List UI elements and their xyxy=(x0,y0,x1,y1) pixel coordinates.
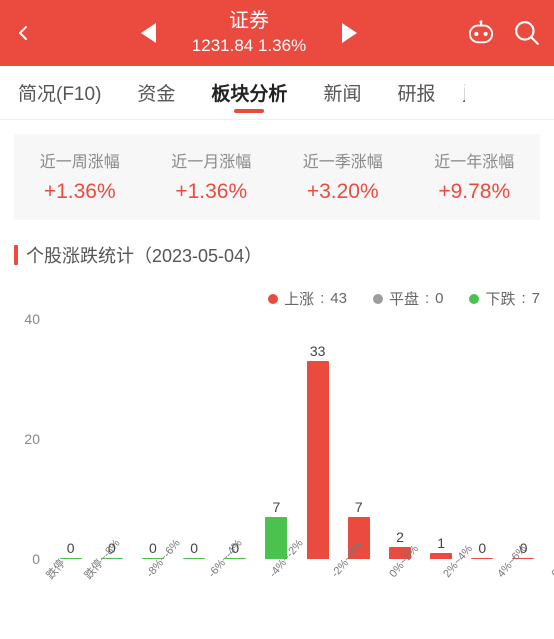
period-label: 近一月涨幅 xyxy=(146,148,278,172)
tab-bar: 简况(F10)资金板块分析新闻研报j xyxy=(0,66,554,120)
x-axis-labels: 跌停跌停~-8%-8%~-6%-6%~-4%-4%~-2%-2%~0%0%~2%… xyxy=(50,563,544,579)
bar xyxy=(60,558,82,559)
bar-value: 2 xyxy=(396,529,404,545)
assistant-icon[interactable] xyxy=(466,20,496,46)
distribution-chart: 02040 0000073372100 跌停跌停~-8%-8%~-6%-6%~-… xyxy=(14,319,544,637)
header-index: 1231.84 xyxy=(192,36,253,55)
section-title: 个股涨跌统计（2023-05-04） xyxy=(26,242,262,268)
header-subtitle: 1231.84 1.36% xyxy=(192,35,306,58)
legend-flat: 平盘: 0 xyxy=(373,288,444,309)
legend-down: 下跌: 7 xyxy=(469,288,540,309)
y-tick: 0 xyxy=(32,551,40,567)
period-item: 近一月涨幅 +1.36% xyxy=(146,148,278,204)
search-icon[interactable] xyxy=(514,20,540,46)
period-value: +3.20% xyxy=(277,180,409,204)
bar-value: 0 xyxy=(478,540,486,556)
period-value: +1.36% xyxy=(14,180,146,204)
period-item: 近一周涨幅 +1.36% xyxy=(14,148,146,204)
bar-value: 33 xyxy=(310,343,326,359)
legend-down-count: 7 xyxy=(532,290,540,307)
header-title: 证券 xyxy=(192,8,306,35)
tab-新闻[interactable]: 新闻 xyxy=(305,66,379,119)
legend-flat-dot-icon xyxy=(373,294,383,304)
legend-up: 上涨: 43 xyxy=(268,288,347,309)
legend-up-label: 上涨 xyxy=(284,288,314,309)
tab-板块分析[interactable]: 板块分析 xyxy=(193,66,305,119)
y-tick: 20 xyxy=(24,431,40,447)
legend-down-label: 下跌 xyxy=(485,288,515,309)
header-title-box: 证券 1231.84 1.36% xyxy=(192,8,306,58)
bar-value: 7 xyxy=(273,499,281,515)
bar-value: 1 xyxy=(437,535,445,551)
header: 证券 1231.84 1.36% xyxy=(0,0,554,66)
tab-overflow[interactable]: j xyxy=(453,66,465,119)
period-item: 近一年涨幅 +9.78% xyxy=(409,148,541,204)
period-label: 近一季涨幅 xyxy=(277,148,409,172)
header-right xyxy=(466,20,540,46)
bar-value: 7 xyxy=(355,499,363,515)
prev-arrow-icon[interactable] xyxy=(141,23,156,43)
bar-value: 0 xyxy=(149,540,157,556)
bar-value: 0 xyxy=(67,540,75,556)
back-icon[interactable] xyxy=(14,24,32,42)
section-header: 个股涨跌统计（2023-05-04） xyxy=(14,242,540,268)
bar xyxy=(307,361,329,559)
y-axis: 02040 xyxy=(14,319,44,559)
tab-简况(F10)[interactable]: 简况(F10) xyxy=(0,66,119,119)
period-value: +1.36% xyxy=(146,180,278,204)
legend-flat-label: 平盘 xyxy=(389,288,419,309)
bar xyxy=(471,558,493,559)
period-value: +9.78% xyxy=(409,180,541,204)
legend-flat-count: 0 xyxy=(435,290,443,307)
chart-plot: 0000073372100 xyxy=(50,319,544,559)
chart-legend: 上涨: 43 平盘: 0 下跌: 7 xyxy=(14,288,540,309)
bar-value: 0 xyxy=(190,540,198,556)
legend-up-dot-icon xyxy=(268,294,278,304)
next-arrow-icon[interactable] xyxy=(342,23,357,43)
bar xyxy=(430,553,452,559)
period-label: 近一年涨幅 xyxy=(409,148,541,172)
bar xyxy=(183,558,205,559)
header-change: 1.36% xyxy=(258,36,306,55)
section-title-row: 个股涨跌统计（2023-05-04） xyxy=(14,242,540,268)
section-accent-bar xyxy=(14,245,18,265)
y-tick: 40 xyxy=(24,311,40,327)
period-item: 近一季涨幅 +3.20% xyxy=(277,148,409,204)
bar-slot: 33 xyxy=(297,343,338,559)
tab-资金[interactable]: 资金 xyxy=(119,66,193,119)
header-center: 证券 1231.84 1.36% xyxy=(32,8,466,58)
period-label: 近一周涨幅 xyxy=(14,148,146,172)
tab-研报[interactable]: 研报 xyxy=(379,66,453,119)
legend-up-count: 43 xyxy=(330,290,347,307)
period-stats: 近一周涨幅+1.36%近一月涨幅+1.36%近一季涨幅+3.20%近一年涨幅+9… xyxy=(14,134,540,220)
legend-down-dot-icon xyxy=(469,294,479,304)
